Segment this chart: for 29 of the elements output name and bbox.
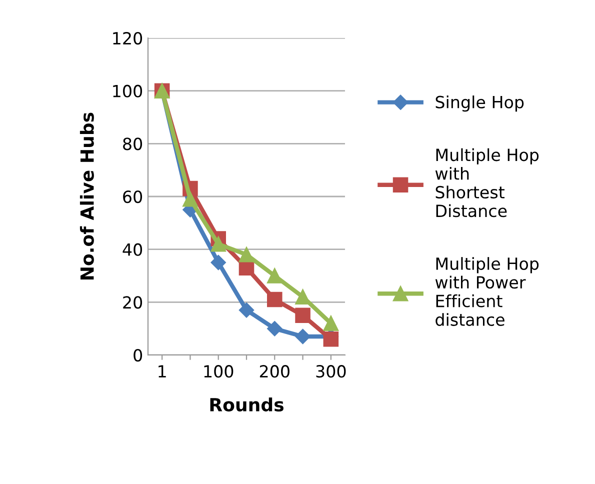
x-tick-label: 200 xyxy=(260,365,290,378)
x-tick-label: 100 xyxy=(204,365,234,378)
legend-label: Multiple Hop with Shortest Distance xyxy=(435,148,539,218)
y-tick-label: 20 xyxy=(123,296,142,309)
y-tick-label: 120 xyxy=(113,32,142,45)
y-tick-label: 40 xyxy=(122,243,142,256)
point xyxy=(323,316,339,331)
point xyxy=(267,268,282,284)
y-tick-label: 0 xyxy=(134,348,142,362)
y-tick-label: 60 xyxy=(123,190,142,204)
point xyxy=(295,289,310,305)
y-tick-label: 100 xyxy=(113,84,142,98)
point xyxy=(295,328,310,344)
point xyxy=(267,292,282,308)
x-axis-title: Rounds xyxy=(210,398,284,412)
y-tick-label: 80 xyxy=(123,138,142,150)
point xyxy=(295,308,310,324)
point xyxy=(238,302,254,318)
point xyxy=(323,332,339,347)
y-axis-title: No.of Alive Hubs xyxy=(80,112,94,280)
legend-label: Single Hop xyxy=(436,96,524,112)
legend-label: Multiple Hop with Power Efficient distance xyxy=(435,257,539,326)
point xyxy=(210,254,226,270)
point xyxy=(238,246,254,262)
point xyxy=(182,192,198,207)
x-tick-label: 300 xyxy=(316,365,346,378)
point xyxy=(267,321,282,336)
point xyxy=(210,236,226,252)
x-tick-label: 1 xyxy=(158,365,166,378)
